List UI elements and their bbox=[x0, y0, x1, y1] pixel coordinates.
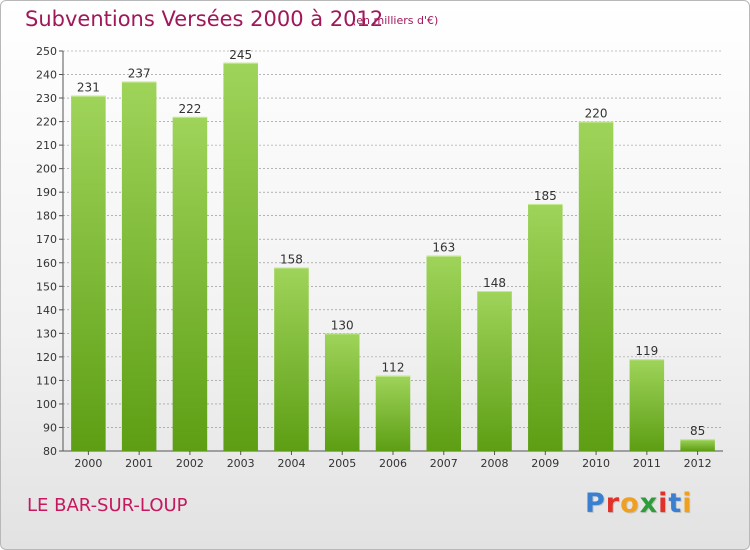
logo-letter: i bbox=[658, 488, 669, 519]
proxiti-logo: Proxiti bbox=[585, 488, 693, 519]
y-tick-label: 150 bbox=[36, 280, 57, 293]
y-tick-label: 170 bbox=[36, 233, 57, 246]
x-tick-label-2005: 2005 bbox=[328, 457, 356, 470]
value-label-2003: 245 bbox=[229, 48, 252, 62]
bar-2008 bbox=[477, 291, 512, 451]
x-tick-label-2009: 2009 bbox=[531, 457, 559, 470]
y-tick-label: 120 bbox=[36, 351, 57, 364]
logo-letter: P bbox=[585, 488, 606, 519]
x-tick-label-2007: 2007 bbox=[430, 457, 458, 470]
y-tick-label: 230 bbox=[36, 92, 57, 105]
value-label-2012: 85 bbox=[690, 424, 705, 438]
y-tick-label: 130 bbox=[36, 327, 57, 340]
y-tick-label: 90 bbox=[43, 421, 57, 434]
bar-2012 bbox=[680, 439, 715, 451]
bar-2001 bbox=[121, 81, 157, 452]
x-tick-labels: 2000 2001 2002 2003 2004 2005 2006 2007 2008 2009… bbox=[74, 451, 712, 470]
bar-2002 bbox=[172, 116, 208, 451]
bar-2011 bbox=[629, 359, 665, 451]
value-label-2010: 220 bbox=[585, 107, 608, 121]
x-tick-label-2002: 2002 bbox=[176, 457, 204, 470]
value-label-2011: 119 bbox=[635, 344, 658, 358]
logo-letter: t bbox=[668, 488, 683, 519]
value-label-2005: 130 bbox=[331, 318, 354, 332]
value-label-2004: 158 bbox=[280, 252, 303, 266]
y-tick-label: 250 bbox=[36, 45, 57, 58]
x-tick-label-2012: 2012 bbox=[684, 457, 712, 470]
y-tick-label: 80 bbox=[43, 445, 57, 458]
bar-2003 bbox=[223, 62, 258, 451]
x-tick-label-2004: 2004 bbox=[277, 457, 305, 470]
value-label-2001: 237 bbox=[128, 67, 151, 81]
logo-letter: x bbox=[639, 488, 659, 519]
bar-2005 bbox=[324, 333, 360, 451]
logo-letter: o bbox=[620, 488, 640, 519]
y-tick-label: 190 bbox=[36, 186, 57, 199]
bar-2006 bbox=[375, 375, 411, 451]
bar-2010 bbox=[578, 121, 614, 452]
bar-2004 bbox=[274, 267, 309, 451]
y-tick-label: 220 bbox=[36, 116, 57, 129]
value-label-2009: 185 bbox=[534, 189, 557, 203]
bar-2007 bbox=[426, 255, 462, 451]
value-labels: 231 237 222 245 158 130 112 163 148 185 220 119 85 bbox=[77, 48, 705, 438]
logo-letter: r bbox=[605, 488, 621, 519]
value-label-2002: 222 bbox=[178, 102, 201, 116]
x-tick-label-2011: 2011 bbox=[633, 457, 661, 470]
commune-name: LE BAR-SUR-LOUP bbox=[27, 495, 188, 516]
y-tick-label: 160 bbox=[36, 257, 57, 270]
x-tick-label-2008: 2008 bbox=[481, 457, 509, 470]
x-tick-label-2001: 2001 bbox=[125, 457, 153, 470]
y-tick-label: 200 bbox=[36, 163, 57, 176]
value-label-2006: 112 bbox=[382, 361, 405, 375]
value-label-2008: 148 bbox=[483, 276, 506, 290]
y-tick-label: 180 bbox=[36, 210, 57, 223]
chart-unit-label: (en milliers d'€) bbox=[352, 14, 439, 27]
bar-2009 bbox=[528, 203, 563, 451]
value-label-2007: 163 bbox=[432, 241, 455, 255]
value-label-2000: 231 bbox=[77, 81, 100, 95]
y-tick-label: 110 bbox=[36, 374, 57, 387]
logo-letter: i bbox=[682, 488, 693, 519]
x-tick-label-2000: 2000 bbox=[74, 457, 102, 470]
x-tick-label-2003: 2003 bbox=[227, 457, 255, 470]
x-tick-label-2010: 2010 bbox=[582, 457, 610, 470]
y-tick-label: 210 bbox=[36, 139, 57, 152]
bar-2000 bbox=[71, 95, 106, 452]
x-tick-label-2006: 2006 bbox=[379, 457, 407, 470]
y-tick-label: 100 bbox=[36, 398, 57, 411]
y-tick-label: 240 bbox=[36, 69, 57, 82]
bars bbox=[71, 62, 715, 452]
chart-title: Subventions Versées 2000 à 2012 bbox=[25, 7, 384, 31]
y-tick-labels: 80 90 100 110 120 130 140 150 160 170 180 190 200 210… bbox=[36, 45, 57, 458]
y-tick-label: 140 bbox=[36, 304, 57, 317]
